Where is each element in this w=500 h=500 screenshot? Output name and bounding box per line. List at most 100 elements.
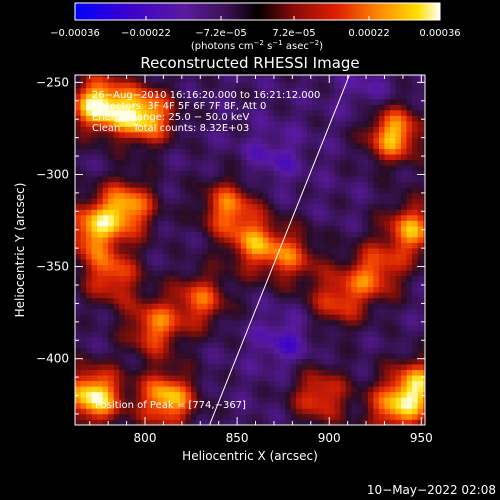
heatmap-cell [224, 419, 231, 425]
heatmap-cell [312, 364, 319, 371]
heatmap-cell [97, 408, 103, 415]
heatmap-cell [345, 325, 352, 332]
heatmap-cell [423, 121, 425, 127]
heatmap-cell [301, 237, 308, 243]
heatmap-cell [362, 408, 369, 415]
heatmap-cell [218, 331, 225, 337]
heatmap-cell [157, 137, 164, 144]
heatmap-cell [362, 242, 369, 249]
colorbar-tick-label: −0.00022 [121, 28, 171, 39]
timestamp: 10−May−2022 02:08 [367, 483, 496, 497]
heatmap-cell [390, 325, 396, 332]
heatmap-cell [157, 380, 164, 387]
heatmap-cell [80, 176, 87, 183]
heatmap-cell [362, 331, 369, 337]
heatmap-cell [168, 303, 175, 310]
heatmap-cell [268, 292, 275, 299]
heatmap-cell [108, 386, 114, 393]
heatmap-cell [257, 336, 264, 343]
heatmap-cell [273, 264, 280, 271]
heatmap-cell [378, 75, 385, 78]
heatmap-cell [80, 397, 87, 404]
heatmap-cell [329, 226, 336, 232]
heatmap-cell [130, 159, 137, 166]
heatmap-cell [218, 126, 225, 133]
heatmap-cell [240, 375, 247, 382]
heatmap-cell [246, 226, 253, 232]
heatmap-cell [246, 253, 253, 260]
heatmap-cell [334, 76, 341, 83]
heatmap-cell [351, 408, 358, 415]
heatmap-cell [180, 325, 186, 332]
heatmap-cell [340, 237, 347, 243]
heatmap-cell [257, 181, 264, 188]
heatmap-cell [102, 281, 109, 288]
heatmap-cell [202, 292, 208, 299]
heatmap-cell [312, 237, 319, 243]
heatmap-cell [307, 192, 313, 199]
heatmap-cell [180, 126, 186, 133]
heatmap-cell [384, 408, 391, 415]
heatmap-cell [130, 308, 137, 315]
heatmap-cell [157, 259, 164, 266]
heatmap-cell [108, 192, 114, 199]
heatmap-cell [102, 176, 109, 183]
heatmap-cell [290, 402, 297, 409]
heatmap-cell [351, 176, 358, 183]
heatmap-cell [229, 231, 236, 238]
heatmap-cell [135, 347, 142, 354]
heatmap-cell [367, 181, 374, 188]
heatmap-cell [373, 132, 380, 138]
heatmap-cell [412, 209, 418, 216]
heatmap-cell [373, 331, 380, 337]
heatmap-cell [262, 347, 269, 354]
heatmap-cell [224, 220, 231, 227]
heatmap-cell [218, 281, 225, 288]
heatmap-cell [91, 209, 98, 216]
heatmap-cell [334, 209, 341, 216]
heatmap-cell [318, 248, 324, 254]
heatmap-cell [417, 220, 424, 227]
heatmap-cell [257, 231, 264, 238]
heatmap-cell [356, 115, 363, 122]
heatmap-cell [168, 154, 175, 161]
heatmap-cell [378, 220, 385, 227]
heatmap-cell [279, 413, 286, 420]
heatmap-cell [406, 110, 413, 116]
heatmap-cell [318, 93, 324, 100]
heatmap-cell [423, 386, 425, 393]
heatmap-cell [235, 203, 242, 210]
heatmap-cell [146, 264, 153, 271]
heatmap-cell [113, 253, 120, 260]
heatmap-cell [285, 380, 291, 387]
heatmap-cell [290, 397, 297, 404]
heatmap-cell [108, 87, 114, 94]
heatmap-cell [296, 353, 302, 359]
heatmap-cell [207, 110, 214, 116]
heatmap-cell [213, 76, 219, 83]
heatmap-cell [362, 154, 369, 161]
heatmap-cell [80, 187, 87, 194]
heatmap-cell [362, 143, 369, 149]
heatmap-cell [329, 264, 336, 271]
heatmap-cell [307, 331, 313, 337]
heatmap-cell [307, 82, 313, 89]
heatmap-cell [384, 226, 391, 232]
heatmap-cell [163, 369, 170, 376]
heatmap-cell [384, 419, 391, 425]
heatmap-cell [340, 154, 347, 161]
heatmap-cell [235, 253, 242, 260]
heatmap-cell [384, 286, 391, 293]
heatmap-cell [401, 170, 407, 177]
heatmap-cell [340, 198, 347, 205]
heatmap-cell [323, 320, 330, 326]
heatmap-cell [356, 369, 363, 376]
heatmap-cell [417, 82, 424, 89]
heatmap-cell [373, 275, 380, 282]
heatmap-cell [218, 270, 225, 277]
heatmap-cell [124, 275, 131, 282]
heatmap-cell [323, 369, 330, 376]
heatmap-cell [378, 281, 385, 288]
heatmap-cell [401, 320, 407, 326]
heatmap-cell [224, 121, 231, 127]
